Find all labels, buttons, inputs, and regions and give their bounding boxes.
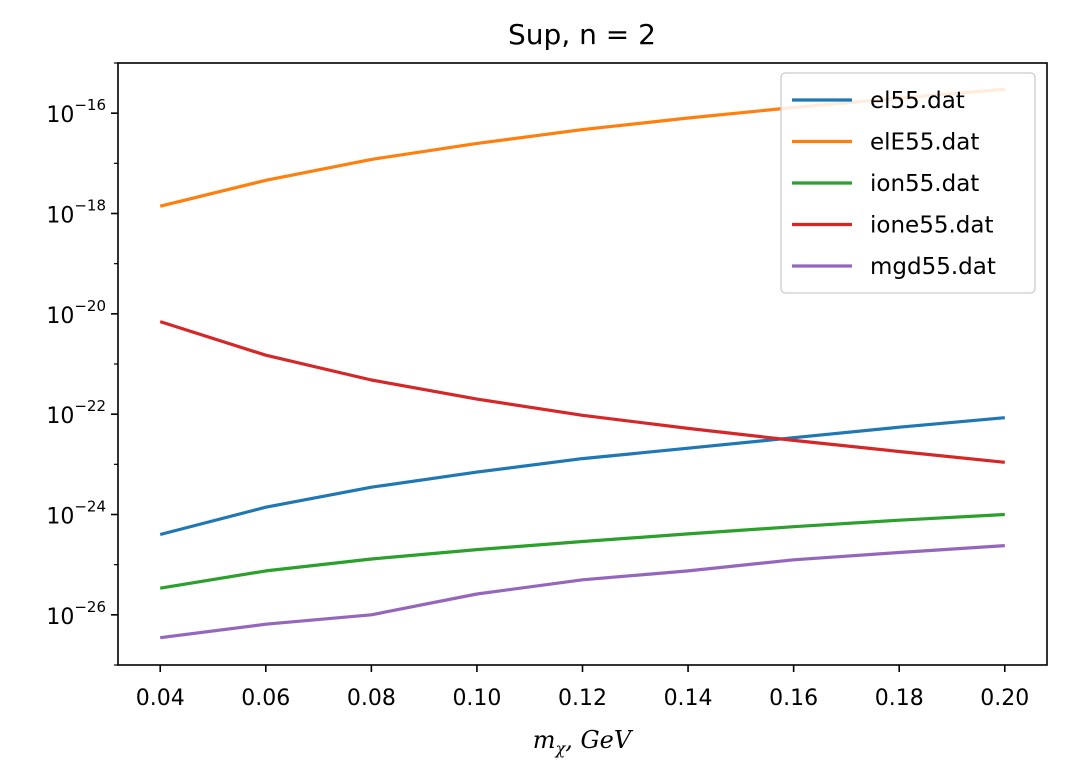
x-axis-label: mχ, GeV xyxy=(533,726,634,758)
legend-label: elE55.dat xyxy=(870,130,979,156)
series-line-ion55-dat xyxy=(159,512,1005,590)
x-tick-label: 0.08 xyxy=(347,686,396,711)
y-tick-label: 10−16 xyxy=(46,96,106,128)
x-tick-label: 0.16 xyxy=(769,686,818,711)
chart-title: Sup, n = 2 xyxy=(508,18,656,51)
legend-label: el55.dat xyxy=(870,88,965,114)
legend-box xyxy=(780,72,1036,294)
series-line-el55-dat xyxy=(159,416,1005,537)
x-axis-label-main: m xyxy=(533,726,556,754)
legend-label: ione55.dat xyxy=(870,213,993,239)
y-tick-label: 10−26 xyxy=(46,598,106,630)
x-tick-label: 0.14 xyxy=(664,686,713,711)
series-line-mgd55-dat xyxy=(159,544,1005,640)
legend: el55.dat elE55.dat ion55.dat ione55.dat mgd5… xyxy=(780,72,1036,294)
x-tick-label: 0.06 xyxy=(241,686,290,711)
y-tick-label: 10−20 xyxy=(46,297,106,329)
x-axis-label-subscript: χ xyxy=(555,739,567,758)
y-tick-label: 10−22 xyxy=(46,397,106,429)
x-tick-label: 0.20 xyxy=(980,686,1029,711)
x-axis-label-unit: , GeV xyxy=(565,726,634,754)
y-tick-label: 10−24 xyxy=(46,498,106,530)
legend-label: mgd55.dat xyxy=(870,254,996,280)
x-axis: 0.04 0.06 0.08 0.10 0.12 0.14 0.16 0.18 0.20 xyxy=(136,665,1029,711)
legend-label: ion55.dat xyxy=(870,171,979,197)
x-tick-label: 0.10 xyxy=(452,686,501,711)
series-line-ione55-dat xyxy=(159,320,1005,464)
y-axis: 10−16 10−18 10−20 10−22 10−24 10−26 xyxy=(46,62,118,666)
y-tick-label: 10−18 xyxy=(46,197,106,229)
x-tick-label: 0.12 xyxy=(558,686,607,711)
x-tick-label: 0.18 xyxy=(875,686,924,711)
x-tick-label: 0.04 xyxy=(136,686,185,711)
